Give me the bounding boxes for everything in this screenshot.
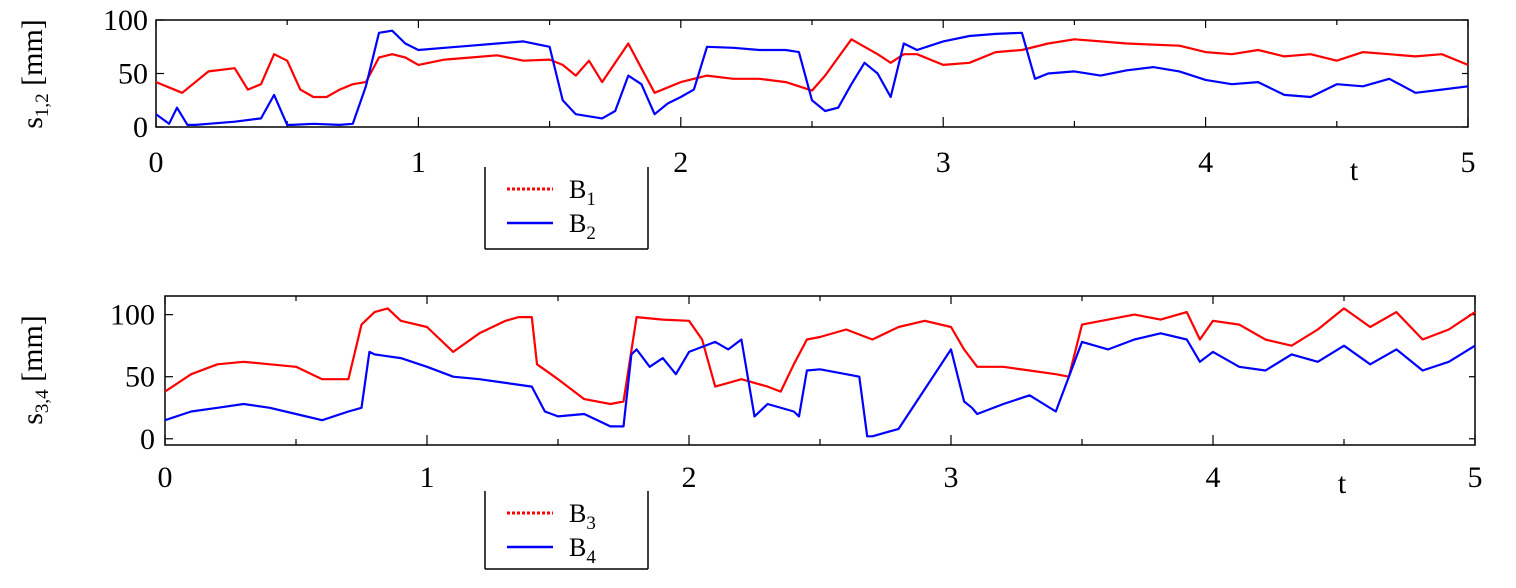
x-tick-label: 5 — [1468, 461, 1483, 494]
x-tick-label: 0 — [158, 461, 173, 494]
legend-label: B2 — [569, 209, 596, 244]
x-tick-label: 1 — [420, 461, 435, 494]
y-axis-title: s1,2 [mm] — [16, 19, 53, 129]
series-line-B1 — [155, 38, 1469, 99]
x-tick-label: 2 — [682, 461, 697, 494]
legend-label: B3 — [569, 499, 596, 534]
y-tick-label: 0 — [133, 111, 148, 144]
x-tick-label: 3 — [936, 146, 951, 179]
x-tick-label: 2 — [673, 146, 688, 179]
plot-frame — [164, 295, 1476, 446]
y-tick-label: 100 — [110, 299, 155, 332]
y-tick-label: 0 — [140, 423, 155, 456]
legend-label: B1 — [569, 175, 596, 210]
x-tick-label: 0 — [149, 146, 164, 179]
x-tick-label: 4 — [1206, 461, 1221, 494]
x-axis-title: t — [1338, 467, 1347, 500]
y-axis-title: s3,4 [mm] — [16, 315, 53, 425]
plot-frame — [155, 19, 1469, 128]
series-line-B4 — [164, 332, 1476, 438]
series-line-B2 — [155, 29, 1469, 127]
x-axis-title: t — [1350, 154, 1359, 187]
y-tick-label: 50 — [125, 361, 155, 394]
x-tick-label: 4 — [1198, 146, 1213, 179]
y-tick-label: 100 — [103, 4, 148, 37]
legend-label: B4 — [569, 533, 596, 568]
x-tick-label: 1 — [411, 146, 426, 179]
x-tick-label: 5 — [1461, 146, 1476, 179]
y-tick-label: 50 — [118, 58, 148, 91]
x-tick-label: 3 — [944, 461, 959, 494]
series-line-B3 — [164, 307, 1476, 406]
